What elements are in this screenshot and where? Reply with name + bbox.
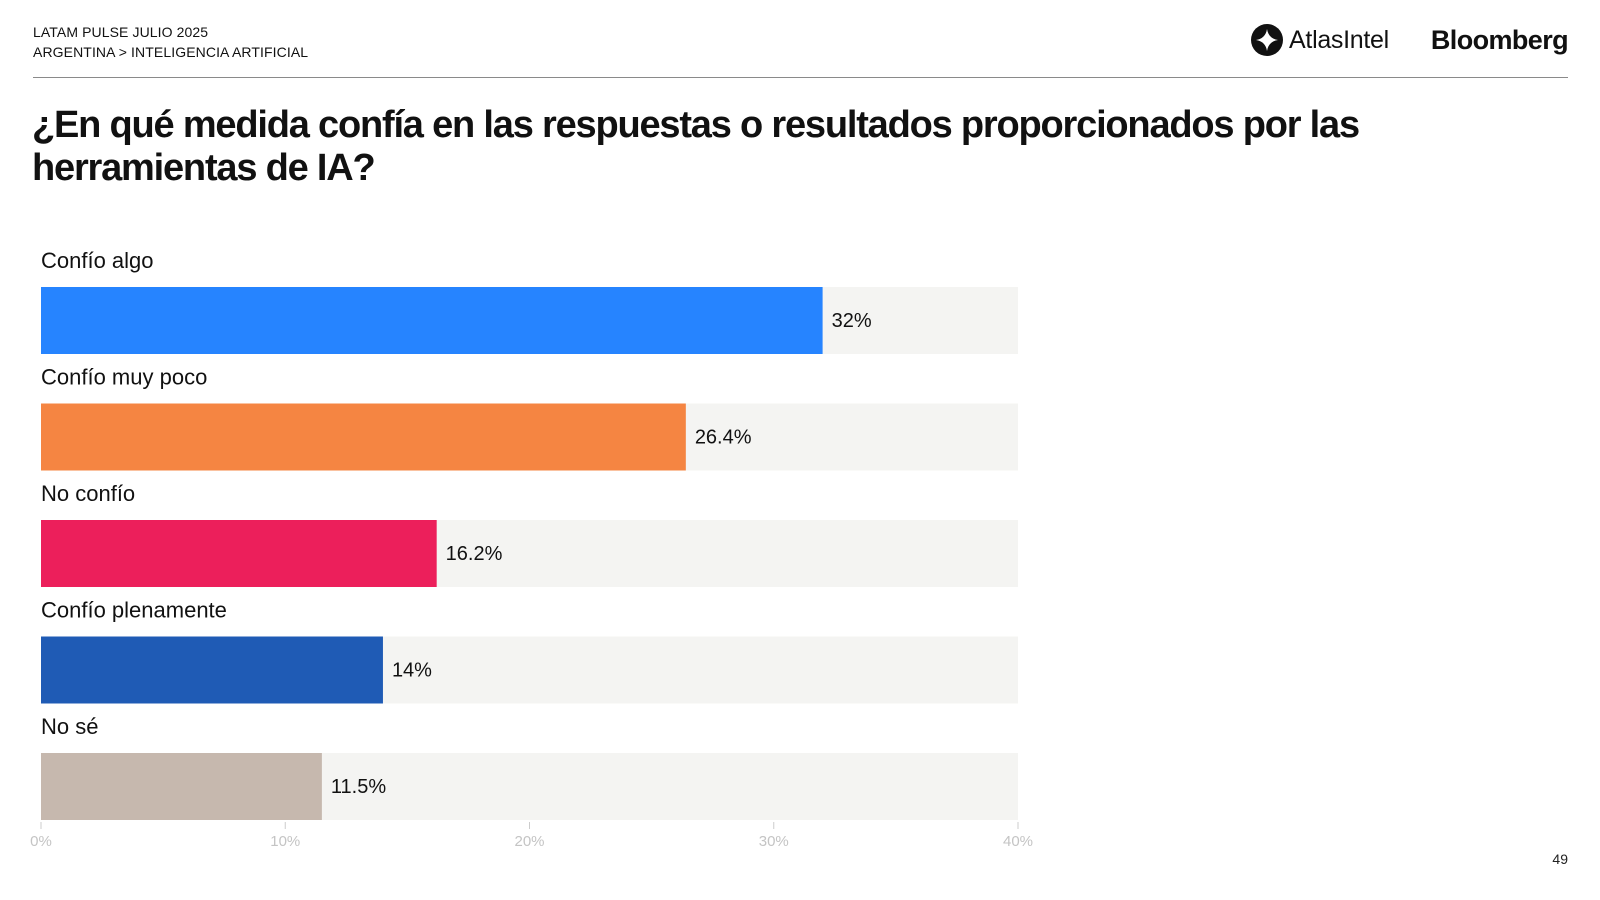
bar	[41, 636, 383, 704]
category-label: Confío plenamente	[41, 597, 227, 622]
data-label: 26.4%	[695, 426, 752, 448]
bar	[41, 520, 437, 587]
bloomberg-logo: Bloomberg	[1430, 24, 1569, 55]
atlasintel-logo: AtlasIntel	[1251, 24, 1389, 56]
data-label: 14%	[392, 659, 432, 681]
header-breadcrumb: LATAM PULSE JULIO 2025 ARGENTINA > INTEL…	[33, 22, 308, 62]
page-title: ¿En qué medida confía en las respuestas …	[32, 104, 1360, 189]
logos: AtlasIntel Bloomberg	[1251, 22, 1569, 58]
category-label: No confío	[41, 481, 135, 506]
survey-name: LATAM PULSE JULIO 2025	[33, 24, 209, 40]
category-label: No sé	[41, 714, 98, 739]
atlasintel-logo-text: AtlasIntel	[1289, 25, 1389, 54]
tick-label: 30%	[759, 833, 789, 850]
tick-label: 10%	[270, 833, 300, 850]
bar	[41, 753, 322, 820]
tick-label: 20%	[514, 833, 544, 850]
header-divider	[33, 77, 1568, 78]
data-label: 11.5%	[331, 776, 386, 798]
atlasintel-logo-icon	[1251, 24, 1284, 56]
category-label: Confío muy poco	[41, 364, 207, 389]
data-label: 32%	[832, 310, 872, 332]
tick-label: 40%	[1003, 833, 1033, 850]
bar	[41, 287, 823, 354]
page-number: 49	[1552, 851, 1568, 867]
category-label: Confío algo	[41, 248, 154, 273]
tick-label: 0%	[30, 833, 52, 850]
data-label: 16.2%	[446, 543, 503, 565]
bar	[41, 403, 686, 471]
section-path: ARGENTINA > INTELIGENCIA ARTIFICIAL	[33, 44, 309, 60]
